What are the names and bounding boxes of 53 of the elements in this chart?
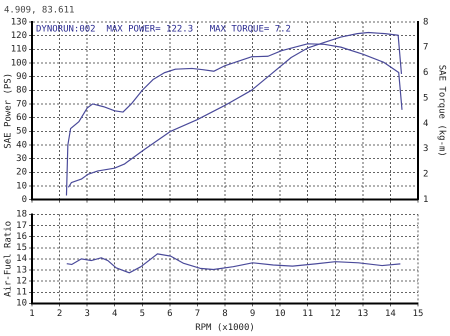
y-axis-title: Air-Fuel Ratio [4,220,14,297]
y-tick-label: 110 [10,44,27,55]
x-axis-title: RPM (x1000) [195,322,255,333]
y-tick-label: 18 [16,210,27,220]
x-tick-label: 6 [167,309,173,320]
y-tick-label: 16 [16,232,27,242]
x-tick-label: 1 [29,309,35,320]
x-tick-label: 10 [274,309,286,320]
y-tick-label: 50 [16,126,27,137]
y-tick-label: 17 [16,220,27,231]
y2-tick-label: 7 [423,42,428,53]
y-tick-label: 20 [16,168,27,178]
y-axis-title: SAE Power (PS) [4,72,14,149]
x-tick-label: 11 [302,309,314,320]
y2-tick-label: 3 [423,144,428,154]
y-tick-label: 130 [10,17,27,28]
x-tick-label: 12 [330,309,341,320]
y-tick-label: 10 [16,298,27,309]
y-tick-label: 11 [16,288,27,298]
x-tick-label: 2 [56,309,62,320]
x-tick-label: 5 [140,309,145,320]
y-tick-label: 15 [16,243,27,254]
y-tick-label: 80 [16,86,27,96]
x-tick-label: 14 [385,309,396,320]
annotation: DYNORUN:002 MAX POWER= 122.3 [36,24,194,34]
x-tick-label: 7 [194,309,200,320]
y2-tick-label: 8 [423,17,428,28]
x-tick-label: 15 [412,309,424,320]
y-tick-label: 10 [16,181,27,192]
x-tick-label: 3 [84,309,90,320]
y-tick-label: 90 [16,72,27,82]
y2-tick-label: 1 [423,194,428,205]
y-tick-label: 14 [16,254,27,264]
y-tick-label: 0 [22,194,27,205]
text: 4.909, 83.611 [4,5,74,16]
y2-tick-label: 5 [423,93,428,104]
y-tick-label: 13 [16,265,27,276]
annotation: MAX TORQUE= 7.2 [210,24,291,34]
x-tick-label: 8 [222,309,228,320]
y2-tick-label: 4 [423,118,428,129]
y-tick-label: 60 [16,112,27,123]
x-tick-label: 4 [112,309,118,320]
y-tick-label: 70 [16,99,27,110]
y2-tick-label: 2 [423,170,428,180]
y-tick-label: 12 [16,276,27,286]
y-tick-label: 120 [10,31,27,42]
y-tick-label: 40 [16,140,27,150]
y2-tick-label: 6 [423,68,428,78]
x-tick-label: 13 [357,309,368,320]
y-tick-label: 100 [10,58,27,68]
x-tick-label: 9 [250,309,256,320]
y-tick-label: 30 [16,154,27,164]
y2-axis-title: SAE Torque (kg-m) [436,64,446,157]
